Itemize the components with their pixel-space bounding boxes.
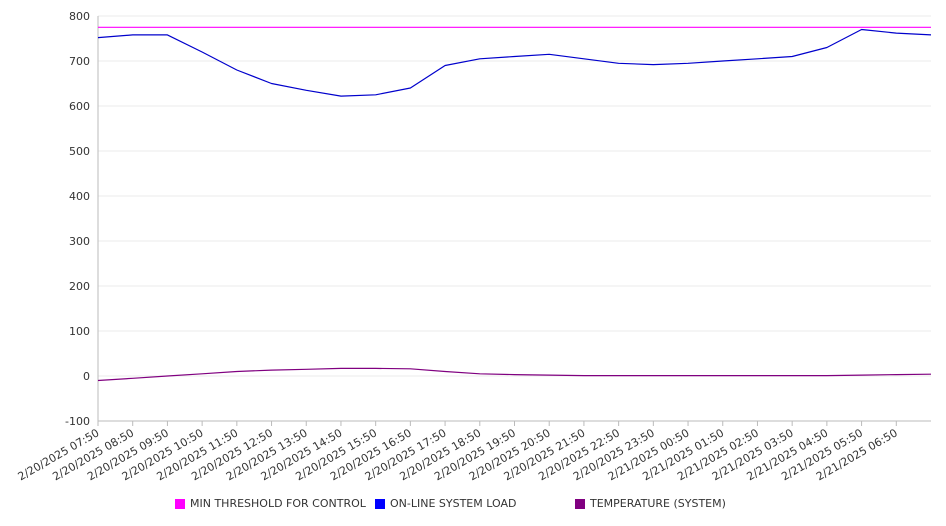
grid-lines <box>98 15 931 422</box>
legend-label-temperature: TEMPERATURE (SYSTEM) <box>590 497 726 510</box>
y-tick-label: 600 <box>69 100 90 113</box>
legend-swatch-system-load <box>375 498 385 509</box>
axes <box>97 16 931 426</box>
legend-item-system-load: ON-LINE SYSTEM LOAD <box>375 497 516 510</box>
legend: MIN THRESHOLD FOR CONTROL ON-LINE SYSTEM… <box>0 497 946 515</box>
legend-swatch-temperature <box>575 498 585 509</box>
y-tick-label: 300 <box>69 235 90 248</box>
legend-item-temperature: TEMPERATURE (SYSTEM) <box>575 497 726 510</box>
y-tick-labels: -100 0 100 200 300 400 500 600 700 800 <box>65 10 90 428</box>
series-layer <box>97 26 932 382</box>
legend-swatch-min-threshold <box>175 498 185 509</box>
y-tick-label: 500 <box>69 145 90 158</box>
x-tick-labels: 2/20/2025 07:502/20/2025 08:502/20/2025 … <box>16 426 900 483</box>
y-tick-label: 700 <box>69 55 90 68</box>
y-tick-label: -100 <box>65 415 90 428</box>
series-line-temperature <box>97 367 932 382</box>
legend-label-min-threshold: MIN THRESHOLD FOR CONTROL <box>190 497 366 510</box>
y-tick-label: 800 <box>69 10 90 23</box>
y-tick-label: 100 <box>69 325 90 338</box>
legend-label-system-load: ON-LINE SYSTEM LOAD <box>390 497 517 510</box>
series-line-system-load <box>97 28 932 97</box>
legend-item-min-threshold: MIN THRESHOLD FOR CONTROL <box>175 497 366 510</box>
y-tick-label: 0 <box>83 370 90 383</box>
y-tick-label: 400 <box>69 190 90 203</box>
y-tick-label: 200 <box>69 280 90 293</box>
